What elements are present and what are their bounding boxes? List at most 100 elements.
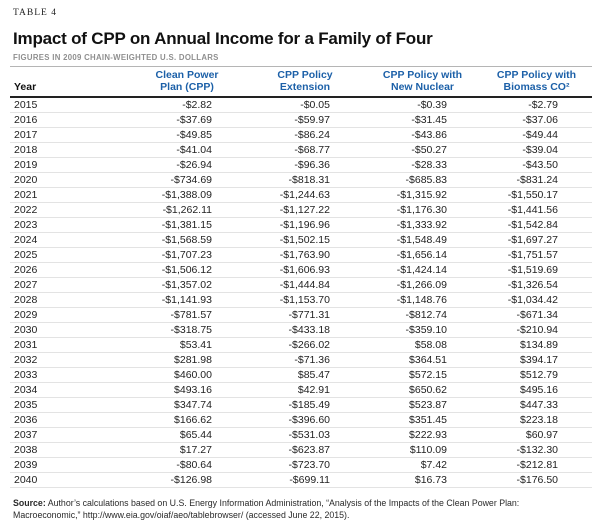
table-row: 2034 $493.16 $42.91 $650.62 $495.16 <box>10 382 592 398</box>
table-row: 2026 -$1,506.12 -$1,606.93 -$1,424.14 -$1,51… <box>10 262 592 278</box>
value-cell: -$50.27 <box>364 142 481 158</box>
column-header-line: CPP Policy <box>277 69 333 81</box>
value-cell: -$0.39 <box>364 97 481 113</box>
value-cell: -$1,606.93 <box>246 262 364 278</box>
value-cell: -$1,550.17 <box>481 187 592 203</box>
value-cell: $166.62 <box>128 412 246 428</box>
table-subtitle: FIGURES IN 2009 CHAIN-WEIGHTED U.S. DOLL… <box>13 53 219 62</box>
value-cell: -$1,697.27 <box>481 232 592 248</box>
year-cell: 2037 <box>10 427 128 443</box>
value-cell: -$43.86 <box>364 127 481 143</box>
value-cell: $85.47 <box>246 367 364 383</box>
value-cell: -$2.79 <box>481 97 592 113</box>
value-cell: $493.16 <box>128 382 246 398</box>
value-cell: -$623.87 <box>246 442 364 458</box>
value-cell: -$1,148.76 <box>364 292 481 308</box>
value-cell: $460.00 <box>128 367 246 383</box>
value-cell: -$1,196.96 <box>246 217 364 233</box>
value-cell: -$1,357.02 <box>128 277 246 293</box>
value-cell: $495.16 <box>481 382 592 398</box>
value-cell: -$1,262.11 <box>128 202 246 218</box>
table-row: 2029 -$781.57 -$771.31 -$812.74 -$671.34 <box>10 307 592 323</box>
table-row: 2025 -$1,707.23 -$1,763.90 -$1,656.14 -$1,75… <box>10 247 592 263</box>
value-cell: -$41.04 <box>128 142 246 158</box>
value-cell: $394.17 <box>481 352 592 368</box>
value-cell: -$43.50 <box>481 157 592 173</box>
column-header-new-nuclear: CPP Policy with New Nuclear <box>364 66 481 98</box>
value-cell: -$1,502.15 <box>246 232 364 248</box>
value-cell: $65.44 <box>128 427 246 443</box>
table-number-kicker: TABLE 4 <box>13 8 57 18</box>
value-cell: $223.18 <box>481 412 592 428</box>
value-cell: -$1,751.57 <box>481 247 592 263</box>
value-cell: -$1,548.49 <box>364 232 481 248</box>
year-cell: 2027 <box>10 277 128 293</box>
column-header-year: Year <box>10 66 128 98</box>
value-cell: -$68.77 <box>246 142 364 158</box>
page-title: Impact of CPP on Annual Income for a Fam… <box>13 29 433 48</box>
table-row: 2040 -$126.98 -$699.11 $16.73 -$176.50 <box>10 472 592 488</box>
value-cell: -$2.82 <box>128 97 246 113</box>
value-cell: -$1,326.54 <box>481 277 592 293</box>
value-cell: -$212.81 <box>481 457 592 473</box>
year-cell: 2039 <box>10 457 128 473</box>
value-cell: -$1,542.84 <box>481 217 592 233</box>
value-cell: -$28.33 <box>364 157 481 173</box>
value-cell: -$0.05 <box>246 97 364 113</box>
value-cell: $58.08 <box>364 337 481 353</box>
value-cell: $281.98 <box>128 352 246 368</box>
table-row: 2032 $281.98 -$71.36 $364.51 $394.17 <box>10 352 592 368</box>
value-cell: -$359.10 <box>364 322 481 338</box>
year-cell: 2020 <box>10 172 128 188</box>
value-cell: -$1,441.56 <box>481 202 592 218</box>
year-cell: 2015 <box>10 97 128 113</box>
year-cell: 2033 <box>10 367 128 383</box>
year-cell: 2025 <box>10 247 128 263</box>
value-cell: -$685.83 <box>364 172 481 188</box>
value-cell: -$734.69 <box>128 172 246 188</box>
value-cell: $60.97 <box>481 427 592 443</box>
year-cell: 2035 <box>10 397 128 413</box>
value-cell: -$1,444.84 <box>246 277 364 293</box>
column-header-cpp: Clean Power Plan (CPP) <box>128 66 246 98</box>
table-row: 2022 -$1,262.11 -$1,127.22 -$1,176.30 -$1,44… <box>10 202 592 218</box>
value-cell: -$266.02 <box>246 337 364 353</box>
value-cell: -$176.50 <box>481 472 592 488</box>
year-cell: 2017 <box>10 127 128 143</box>
year-cell: 2018 <box>10 142 128 158</box>
value-cell: -$723.70 <box>246 457 364 473</box>
value-cell: $110.09 <box>364 442 481 458</box>
year-cell: 2026 <box>10 262 128 278</box>
year-cell: 2028 <box>10 292 128 308</box>
source-note: Source: Author’s calculations based on U… <box>13 498 565 521</box>
value-cell: -$71.36 <box>246 352 364 368</box>
value-cell: -$37.06 <box>481 112 592 128</box>
table-body: 2015 -$2.82 -$0.05 -$0.39 -$2.79 2016 -$37.69-… <box>10 97 592 488</box>
cpp-income-table: Year Clean Power Plan (CPP) CPP Policy E… <box>10 66 592 488</box>
value-cell: $572.15 <box>364 367 481 383</box>
table-row: 2020 -$734.69 -$818.31 -$685.83 -$831.24 <box>10 172 592 188</box>
column-header-biomass: CPP Policy with Biomass CO² <box>481 66 592 98</box>
value-cell: -$1,034.42 <box>481 292 592 308</box>
value-cell: -$1,315.92 <box>364 187 481 203</box>
value-cell: $364.51 <box>364 352 481 368</box>
source-label: Source: <box>13 498 46 508</box>
value-cell: $512.79 <box>481 367 592 383</box>
value-cell: -$1,707.23 <box>128 247 246 263</box>
table-row: 2021 -$1,388.09 -$1,244.63 -$1,315.92 -$1,55… <box>10 187 592 203</box>
value-cell: -$1,266.09 <box>364 277 481 293</box>
table-row: 2017 -$49.85 -$86.24 -$43.86 -$49.44 <box>10 127 592 143</box>
column-header-line: New Nuclear <box>390 80 455 93</box>
table-row: 2019 -$26.94 -$96.36 -$28.33 -$43.50 <box>10 157 592 173</box>
year-cell: 2036 <box>10 412 128 428</box>
header-row: Year Clean Power Plan (CPP) CPP Policy E… <box>10 66 592 98</box>
value-cell: $7.42 <box>364 457 481 473</box>
table-row: 2024 -$1,568.59 -$1,502.15 -$1,548.49 -$1,69… <box>10 232 592 248</box>
year-cell: 2038 <box>10 442 128 458</box>
value-cell: $447.33 <box>481 397 592 413</box>
value-cell: $16.73 <box>364 472 481 488</box>
table-row: 2031 $53.41 -$266.02 $58.08 $134.89 <box>10 337 592 353</box>
value-cell: -$80.64 <box>128 457 246 473</box>
year-cell: 2034 <box>10 382 128 398</box>
